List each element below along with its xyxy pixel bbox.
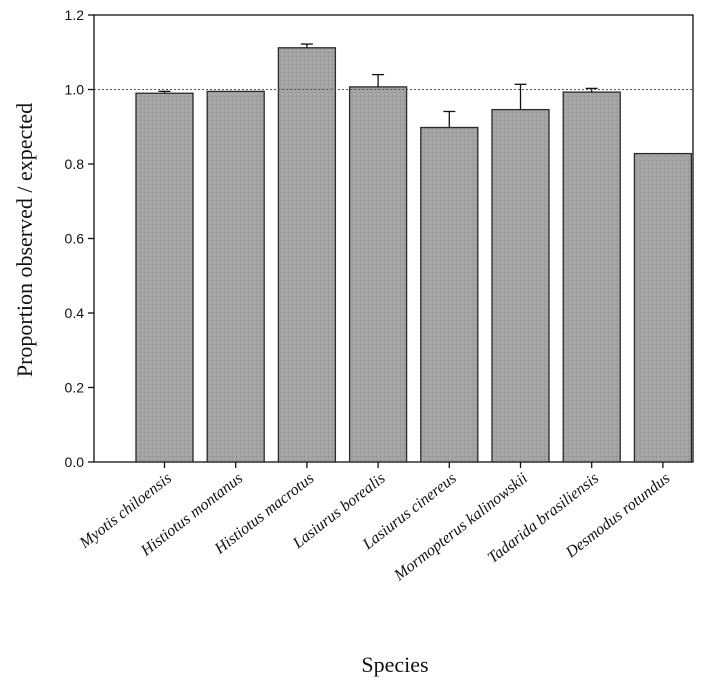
y-tick-label: 0.8 [65, 156, 85, 172]
bar [135, 92, 194, 463]
x-axis-title: Species [361, 652, 428, 677]
x-tick-label: Mormopterus kalinowskii [390, 470, 530, 585]
y-tick-label: 0.4 [65, 305, 85, 321]
bar [633, 152, 693, 463]
bar [277, 47, 337, 463]
bar [562, 91, 621, 463]
bar [420, 126, 479, 463]
y-tick-label: 1.2 [65, 7, 85, 23]
bar [491, 108, 550, 463]
bar [206, 90, 265, 463]
y-tick-label: 0.6 [65, 231, 85, 247]
y-tick-label: 1.0 [65, 82, 85, 98]
y-tick-label: 0.2 [65, 380, 85, 396]
y-axis-title: Proportion observed / expected [12, 103, 37, 377]
y-tick-label: 0.0 [65, 454, 85, 470]
bar [348, 86, 408, 463]
